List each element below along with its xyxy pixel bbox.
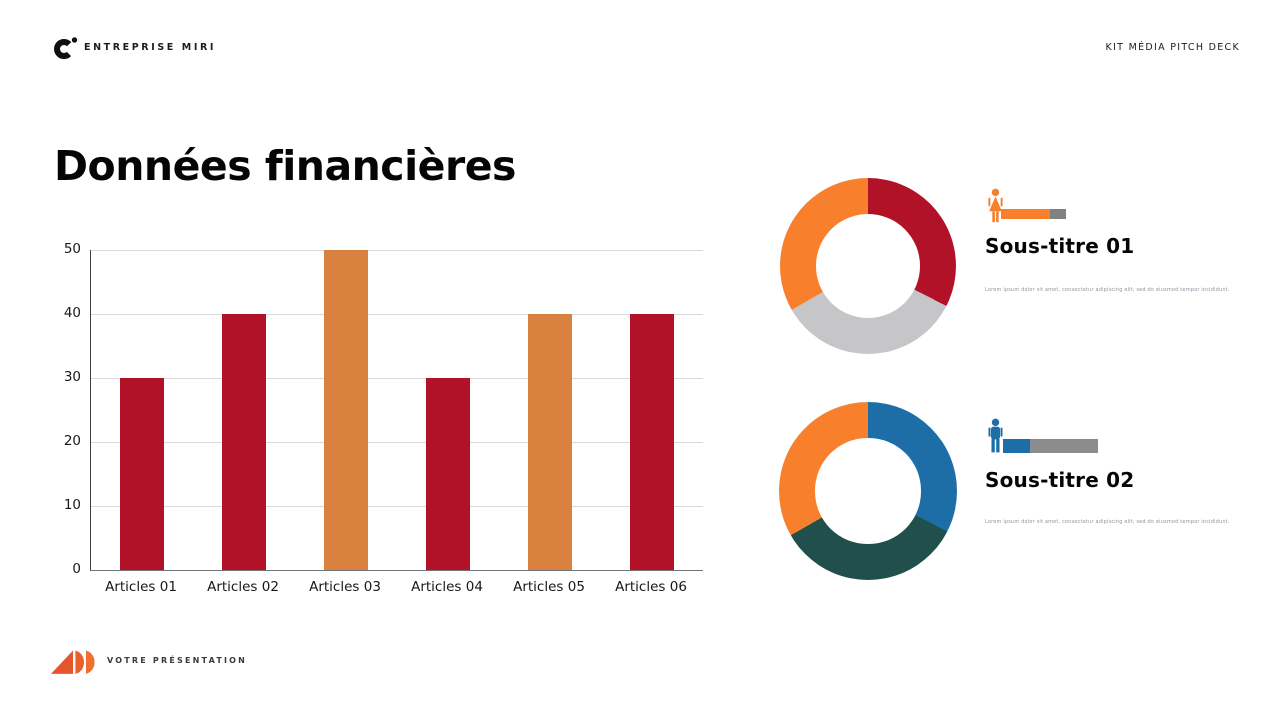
y-tick-label-50: 50 xyxy=(63,241,81,257)
donut-hole xyxy=(815,438,921,544)
category-label-3: Articles 03 xyxy=(309,579,381,595)
bar-chart-category-axis: Articles 01 Articles 02 Articles 03 Article… xyxy=(90,579,702,595)
category-label-1: Articles 01 xyxy=(105,579,177,595)
bar-column-1 xyxy=(91,250,193,570)
bar-column-5 xyxy=(499,250,601,570)
gridline-10 xyxy=(91,506,703,507)
male-person-icon xyxy=(988,418,1003,453)
category-label-6: Articles 06 xyxy=(615,579,687,595)
bar-articles-03 xyxy=(324,250,368,570)
y-tick-label-40: 40 xyxy=(63,305,81,321)
progress-bar-01 xyxy=(1001,209,1066,219)
subsection-description: Lorem ipsum dolor sit amet, consectetur … xyxy=(985,287,1230,293)
y-tick-label-20: 20 xyxy=(63,433,81,449)
deck-label: KIT MÉDIA PITCH DECK xyxy=(1105,42,1240,53)
gridline-40 xyxy=(91,314,703,315)
bar-chart-plot: 0 10 20 30 40 50 xyxy=(64,241,703,577)
donut-hole xyxy=(816,214,920,318)
bar-articles-02 xyxy=(222,314,266,570)
donut-chart-01 xyxy=(780,178,956,354)
bars-layer xyxy=(91,250,703,570)
bar-column-2 xyxy=(193,250,295,570)
subsection-description: Lorem ipsum dolor sit amet, consectetur … xyxy=(985,519,1230,525)
progress-fill xyxy=(1003,439,1030,453)
female-person-icon xyxy=(988,188,1003,223)
y-tick-label-0: 0 xyxy=(72,561,81,577)
footer-label: VOTRE PRÉSENTATION xyxy=(107,656,248,665)
gridline-20 xyxy=(91,442,703,443)
progress-fill xyxy=(1001,209,1050,219)
bar-articles-05 xyxy=(528,314,572,570)
progress-track xyxy=(1049,209,1066,219)
donut-chart-02 xyxy=(779,402,957,580)
bar-articles-06 xyxy=(630,314,674,570)
bar-column-4 xyxy=(397,250,499,570)
y-tick-label-30: 30 xyxy=(63,369,81,385)
presentation-logo-icon xyxy=(50,650,95,674)
gridline-30 xyxy=(91,378,703,379)
subsection-title: Sous-titre 01 xyxy=(985,234,1135,258)
category-label-5: Articles 05 xyxy=(513,579,585,595)
page-title: Données financières xyxy=(54,142,516,191)
bar-column-3 xyxy=(295,250,397,570)
progress-track xyxy=(1029,439,1098,453)
progress-bar-02 xyxy=(1003,439,1098,453)
bar-articles-04 xyxy=(426,378,470,570)
gridline-50 xyxy=(91,250,703,251)
subsection-title: Sous-titre 02 xyxy=(985,468,1135,492)
bar-column-6 xyxy=(601,250,703,570)
brand-name: ENTREPRISE MIRI xyxy=(84,42,217,53)
bar-articles-01 xyxy=(120,378,164,570)
y-tick-label-10: 10 xyxy=(63,497,81,513)
category-label-4: Articles 04 xyxy=(411,579,483,595)
brand-crescent-icon xyxy=(54,37,78,59)
category-label-2: Articles 02 xyxy=(207,579,279,595)
